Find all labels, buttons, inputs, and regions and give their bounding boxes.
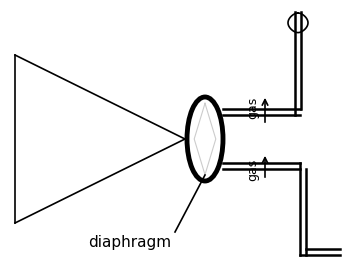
Text: diaphragm: diaphragm [89, 235, 172, 249]
Text: gas: gas [246, 159, 259, 181]
Text: gas: gas [246, 97, 259, 119]
